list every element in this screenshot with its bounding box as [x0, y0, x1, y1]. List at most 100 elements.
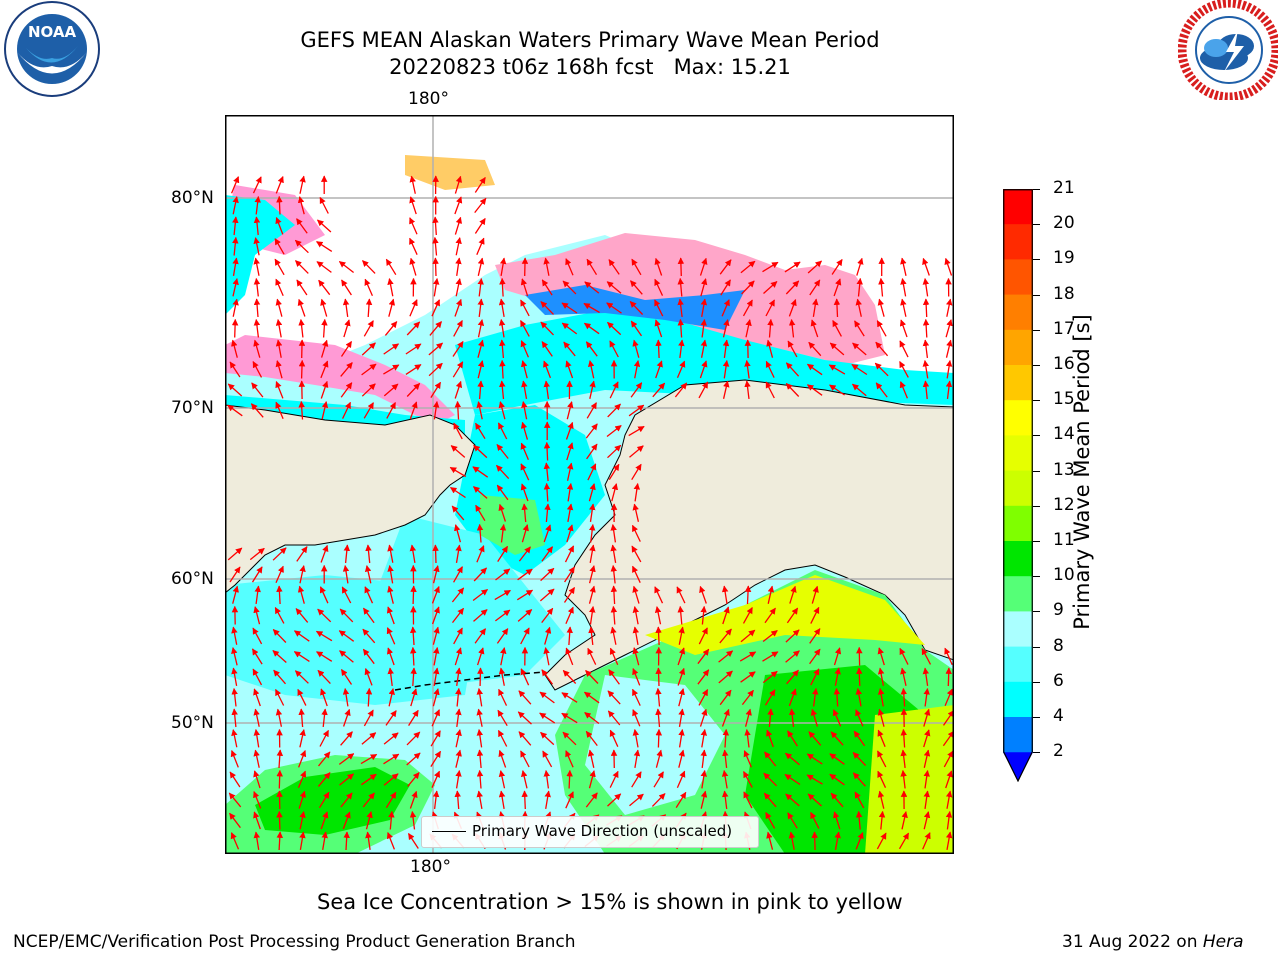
wave-arrow	[320, 360, 329, 379]
wave-arrow	[741, 689, 754, 705]
wave-arrow	[829, 773, 845, 786]
wave-arrow	[383, 364, 400, 375]
wave-arrow	[433, 667, 440, 687]
wave-arrow	[361, 773, 377, 786]
wave-arrow	[630, 382, 643, 398]
wave-arrow	[607, 710, 621, 726]
wave-arrow	[833, 647, 842, 666]
wave-arrow	[876, 832, 887, 850]
wave-arrow	[405, 343, 422, 355]
colorbar-segment	[1003, 400, 1033, 436]
wave-arrow	[655, 728, 663, 748]
wave-arrow	[944, 688, 953, 707]
wave-arrow	[228, 792, 242, 808]
wave-arrow	[767, 585, 775, 604]
wave-arrow	[321, 708, 328, 727]
wave-arrow	[321, 831, 328, 851]
wave-arrow	[362, 648, 375, 665]
wave-arrow	[272, 629, 287, 643]
colorbar-tick-label: 10	[1053, 565, 1075, 586]
colorbar-segment	[1003, 470, 1033, 507]
wave-arrow	[229, 771, 241, 788]
wave-arrow	[477, 360, 485, 379]
legend-label: Primary Wave Direction (unscaled)	[472, 822, 733, 840]
wave-arrow	[338, 753, 355, 765]
wave-arrow	[428, 362, 443, 377]
wave-arrow	[253, 318, 261, 338]
wave-arrow	[654, 319, 663, 338]
wave-arrow	[432, 216, 439, 236]
wave-arrow	[432, 688, 440, 707]
wave-arrow	[232, 257, 239, 277]
wave-arrow	[655, 626, 662, 646]
wave-arrow	[677, 605, 684, 625]
wave-arrow	[386, 402, 396, 419]
wave-arrow	[227, 404, 243, 417]
wave-arrow	[745, 319, 752, 338]
wave-arrow	[340, 382, 353, 398]
wave-arrow	[631, 771, 642, 788]
wave-arrow	[230, 176, 240, 194]
wave-arrow	[496, 484, 509, 501]
wave-arrow	[364, 667, 373, 686]
wave-arrow	[455, 544, 462, 564]
wave-arrow	[321, 318, 328, 338]
wave-arrow	[677, 298, 684, 317]
wave-arrow	[586, 443, 598, 460]
wave-arrow	[316, 651, 333, 662]
wave-arrow	[856, 277, 863, 297]
wave-arrow	[785, 793, 800, 807]
wave-arrow	[299, 729, 306, 748]
colorbar-segment	[1003, 329, 1033, 366]
colorbar-tick-mark	[1033, 189, 1040, 190]
wave-arrow	[520, 299, 530, 317]
wave-arrow	[763, 792, 777, 808]
wave-arrow	[945, 667, 952, 687]
wave-arrow	[632, 688, 641, 706]
wave-arrow	[566, 524, 574, 543]
wave-arrow	[520, 770, 528, 789]
wave-arrow	[296, 218, 308, 234]
wave-arrow	[632, 728, 640, 748]
wave-arrow	[407, 832, 419, 849]
wave-arrow	[610, 523, 617, 543]
wave-arrow	[877, 790, 885, 809]
wave-arrow	[543, 380, 551, 399]
wave-arrow	[299, 565, 306, 584]
wave-arrow	[588, 483, 596, 502]
lon-label-top: 180°	[408, 89, 449, 109]
wave-arrow	[785, 362, 800, 377]
wave-arrow	[740, 260, 756, 274]
wave-arrow	[900, 687, 908, 707]
wave-arrow	[700, 278, 708, 297]
wave-arrow	[474, 176, 486, 193]
wave-arrow	[517, 568, 533, 581]
wave-arrow	[628, 404, 645, 417]
colorbar-tick-mark	[1033, 576, 1040, 578]
wave-arrow	[498, 770, 506, 789]
wave-arrow	[520, 320, 530, 337]
wave-arrow	[294, 239, 309, 254]
wave-arrow	[610, 585, 618, 605]
colorbar-segment	[1003, 224, 1033, 260]
wave-arrow	[253, 606, 261, 625]
colorbar-tick-mark	[1033, 752, 1040, 754]
wave-arrow	[722, 749, 729, 768]
wave-arrow	[520, 340, 529, 358]
wave-arrow	[339, 608, 354, 623]
wave-arrow	[249, 547, 265, 561]
wave-arrow	[855, 831, 864, 850]
wave-arrow	[585, 341, 598, 357]
wave-arrow	[923, 811, 931, 830]
wave-arrow	[495, 568, 511, 581]
colorbar-segment	[1003, 365, 1033, 401]
wave-arrow	[497, 545, 509, 562]
wave-arrow	[542, 750, 553, 768]
colorbar	[1003, 189, 1033, 783]
wave-arrow	[654, 278, 664, 296]
wave-arrow	[432, 565, 440, 584]
wave-arrow	[587, 463, 597, 481]
wave-arrow	[763, 772, 778, 787]
wave-arrow	[944, 257, 953, 276]
wave-arrow	[784, 261, 801, 273]
